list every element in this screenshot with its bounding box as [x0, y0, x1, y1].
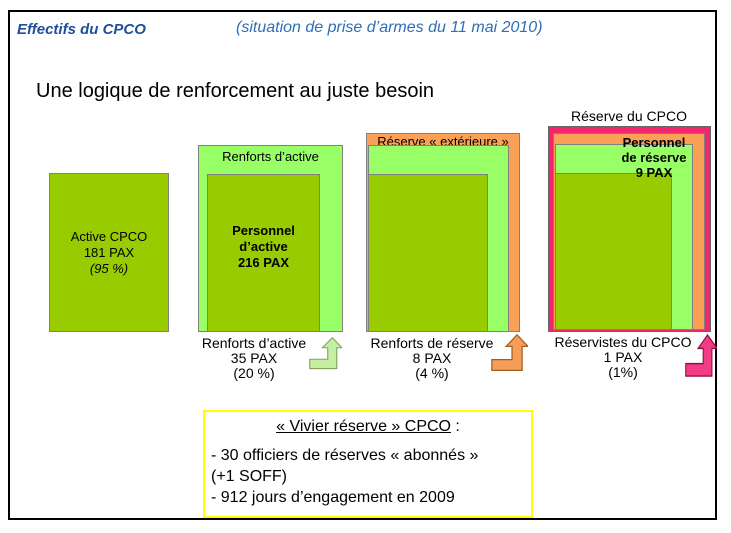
personnel-active-pax: 216 PAX [237, 255, 290, 270]
pink-bent-up-arrow-icon [685, 334, 717, 377]
reserve-exterieure-label: Réserve « extérieure » [377, 134, 509, 149]
green-bent-up-arrow-icon [309, 337, 342, 370]
slide-header-title: Effectifs du CPCO [17, 21, 146, 38]
reservistes-cpco-caption-pax: 1 PAX [603, 349, 643, 365]
reserve-du-cpco-label: Réserve du CPCO [571, 108, 687, 124]
personnel-de-reserve-line2: de réserve [621, 150, 687, 165]
vivier-reserve-title-colon: : [450, 418, 460, 435]
vivier-reserve-line1: - 30 officiers de réserves « abonnés » [211, 447, 479, 464]
reservistes-cpco-caption: Réservistes du CPCO 1 PAX (1%) [551, 335, 695, 380]
vivier-reserve-note-box: « Vivier réserve » CPCO : - 30 officiers… [203, 410, 533, 518]
reserve-du-cpco-dark-green-layer [555, 173, 672, 330]
page-title: Une logique de renforcement au juste bes… [36, 80, 435, 102]
vivier-reserve-line3: - 912 jours d’engagement en 2009 [211, 489, 455, 506]
renforts-active-caption-percent: (20 %) [233, 365, 275, 381]
renforts-active-caption: Renforts d’active 35 PAX (20 %) [196, 336, 312, 381]
renforts-reserve-caption: Renforts de réserve 8 PAX (4 %) [368, 336, 496, 381]
renforts-reserve-caption-percent: (4 %) [415, 365, 449, 381]
vivier-reserve-title-underlined: « Vivier réserve » CPCO [276, 418, 451, 435]
active-cpco-percent: (95 %) [89, 260, 129, 276]
personnel-active-name: Personnel d’active [232, 223, 295, 254]
reservistes-cpco-caption-line1: Réservistes du CPCO [554, 334, 692, 350]
renforts-reserve-caption-line1: Renforts de réserve [370, 335, 494, 351]
renforts-reserve-caption-pax: 8 PAX [412, 350, 452, 366]
reserve-exterieure-dark-green-layer [368, 174, 488, 332]
renforts-active-box-label: Renforts d’active [222, 149, 319, 164]
personnel-de-reserve-line1: Personnel [622, 135, 686, 150]
renforts-active-caption-pax: 35 PAX [230, 350, 278, 366]
personnel-active-box: Personnel d’active 216 PAX [207, 174, 320, 332]
vivier-reserve-title: « Vivier réserve » CPCO : [205, 418, 531, 436]
slide-header-subtitle: (situation de prise d’armes du 11 mai 20… [236, 19, 543, 36]
personnel-de-reserve-pax: 9 PAX [635, 165, 673, 180]
reservistes-cpco-caption-percent: (1%) [608, 364, 638, 380]
renforts-active-caption-line1: Renforts d’active [201, 335, 307, 351]
active-cpco-pax: 181 PAX [83, 244, 135, 260]
active-cpco-box: Active CPCO 181 PAX (95 %) [49, 173, 169, 332]
active-cpco-name: Active CPCO [70, 228, 148, 244]
vivier-reserve-line2: (+1 SOFF) [211, 468, 288, 485]
orange-bent-up-arrow-icon [491, 334, 528, 371]
vivier-reserve-details: - 30 officiers de réserves « abonnés » (… [211, 445, 531, 508]
personnel-de-reserve-text: Personnel de réserve 9 PAX [600, 135, 708, 180]
